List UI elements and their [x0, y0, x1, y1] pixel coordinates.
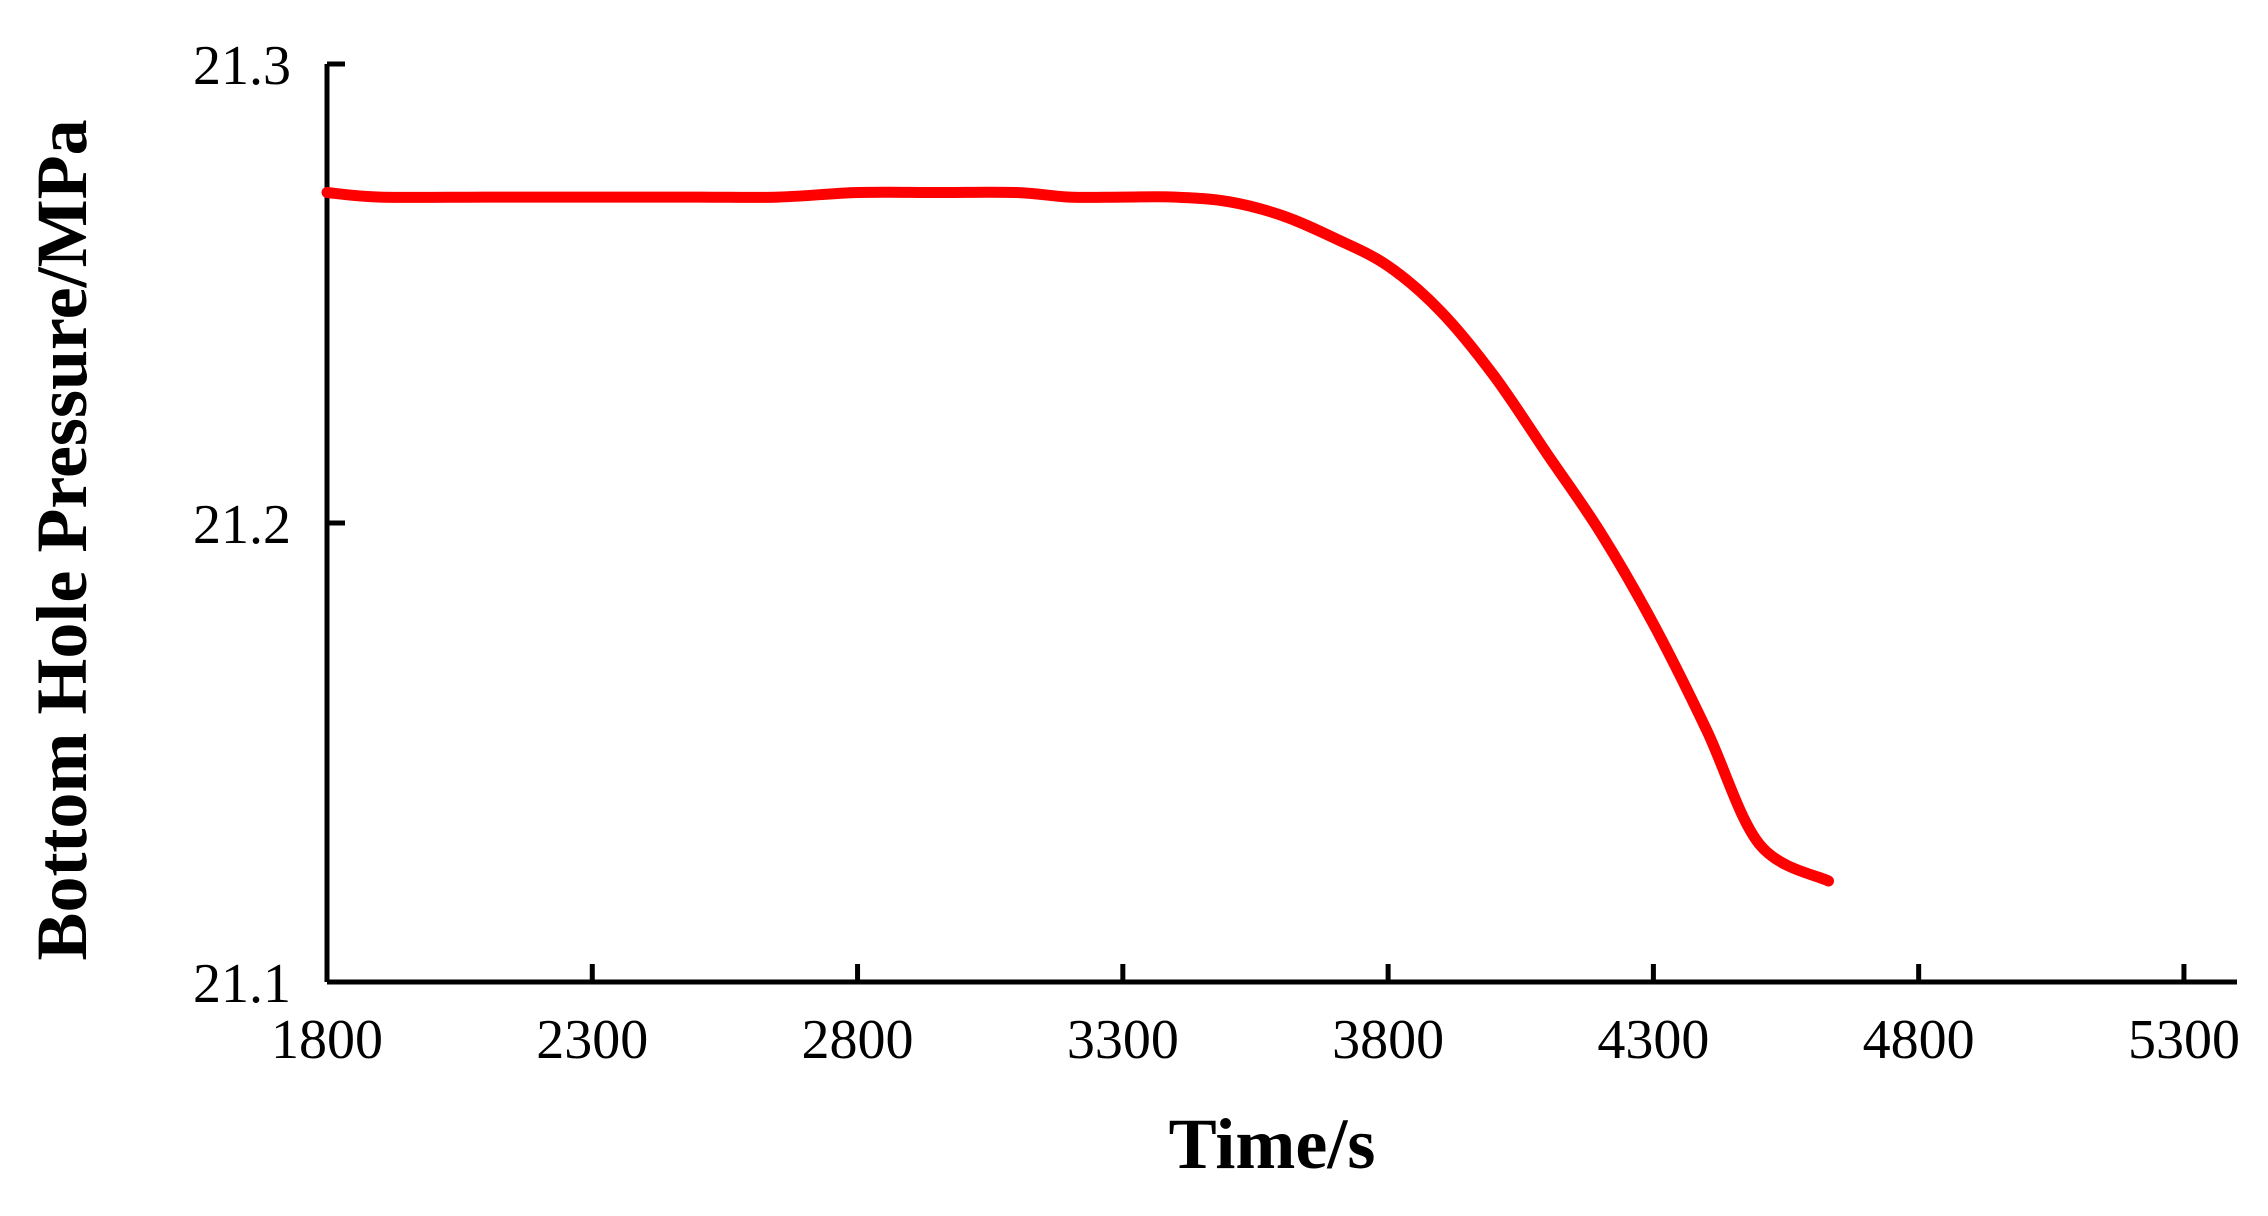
- y-axis-title: Bottom Hole Pressure/MPa: [22, 119, 102, 960]
- x-axis: 1800 2300 2800 3300 3800 4300 4800 5300: [271, 964, 2240, 1071]
- y-tick-label: 21.3: [193, 35, 291, 97]
- x-tick-label: 2300: [536, 1009, 648, 1071]
- x-tick-label: 1800: [271, 1009, 383, 1071]
- x-tick-label: 4300: [1597, 1009, 1709, 1071]
- y-tick-label: 21.2: [193, 494, 291, 556]
- series-line: [321, 186, 1834, 887]
- y-ticks: 21.1 21.2 21.3: [193, 35, 345, 1015]
- x-tick-label: 2800: [802, 1009, 914, 1071]
- x-tick-label: 3300: [1067, 1009, 1179, 1071]
- series-layer: [321, 186, 1834, 887]
- x-ticks: 1800 2300 2800 3300 3800 4300 4800 5300: [271, 964, 2240, 1071]
- x-tick-label: 3800: [1332, 1009, 1444, 1071]
- x-tick-label: 4800: [1863, 1009, 1975, 1071]
- y-tick-label: 21.1: [193, 953, 291, 1015]
- x-axis-title: Time/s: [1169, 1104, 1376, 1184]
- x-tick-label: 5300: [2128, 1009, 2240, 1071]
- y-axis: 21.1 21.2 21.3: [193, 35, 345, 1015]
